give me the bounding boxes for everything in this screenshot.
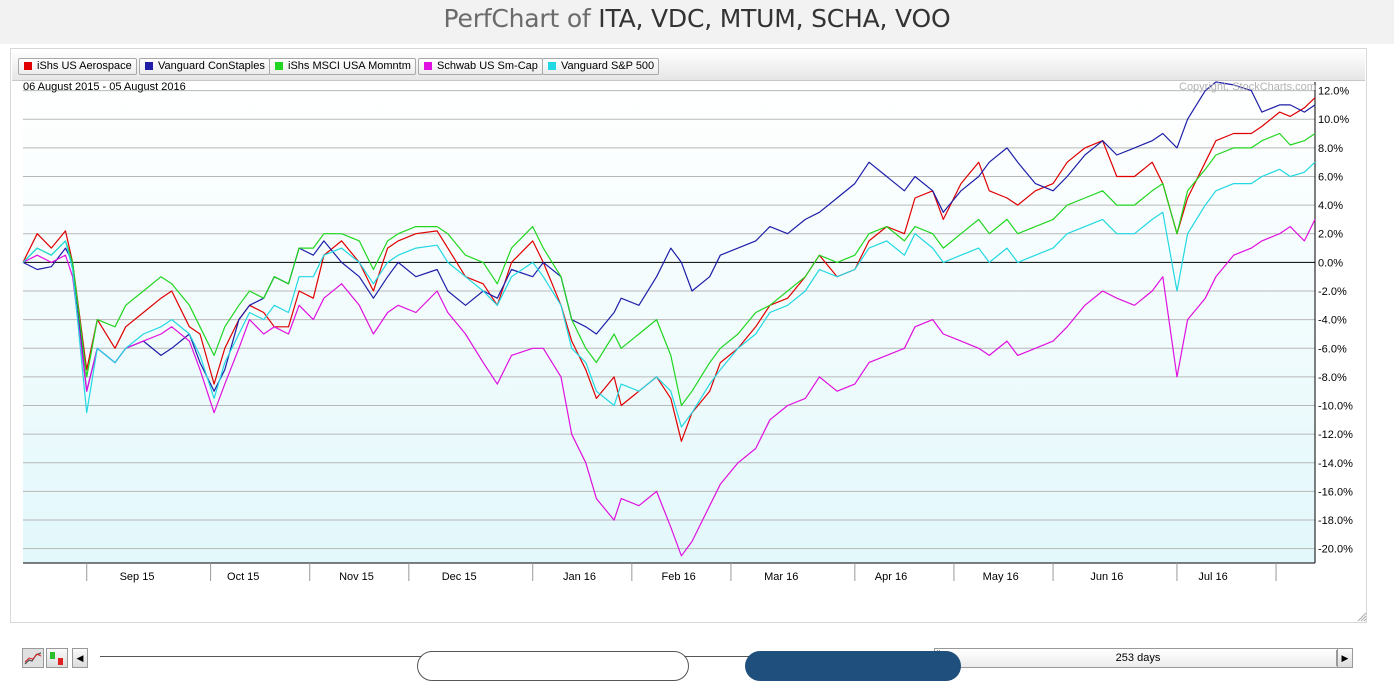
x-tick-label: Feb 16	[661, 571, 695, 583]
legend-item-scha[interactable]: Schwab US Sm-Cap	[418, 58, 543, 75]
series-line-4	[22, 219, 1316, 557]
series-line-5	[22, 161, 1316, 428]
y-tick-label: -8.0%	[1318, 372, 1347, 384]
y-tick-label: -16.0%	[1318, 486, 1353, 498]
triangle-left-icon: ◀	[76, 653, 84, 663]
y-tick-label: 12.0%	[1318, 86, 1349, 98]
title-tickers: ITA, VDC, MTUM, SCHA, VOO	[598, 4, 951, 33]
y-tick-label: -6.0%	[1318, 343, 1347, 355]
x-tick-label: Sep 15	[120, 571, 155, 583]
histogram-icon	[50, 652, 63, 665]
legend-item-voo[interactable]: Vanguard S&P 500	[542, 58, 660, 75]
legend-swatch	[24, 62, 32, 70]
x-tick-label: Oct 15	[227, 571, 259, 583]
legend-swatch	[548, 62, 556, 70]
page-title: PerfChart of ITA, VDC, MTUM, SCHA, VOO	[0, 0, 1394, 33]
y-tick-label: -18.0%	[1318, 515, 1353, 527]
legend-swatch	[275, 62, 283, 70]
triangle-right-icon: ▶	[1341, 653, 1349, 663]
y-tick-label: 0.0%	[1318, 257, 1343, 269]
histogram-toggle-button[interactable]	[46, 648, 68, 668]
legend-label: Schwab US Sm-Cap	[437, 60, 538, 72]
legend-item-vdc[interactable]: Vanguard ConStaples	[139, 58, 270, 75]
y-tick-label: 2.0%	[1318, 229, 1343, 241]
legend-swatch	[145, 62, 153, 70]
performance-chart: 12.0% 10.0% 8.0% 6.0% 4.0% 2.0% 0.0% -2.0% -4.0%…	[22, 81, 1353, 583]
date-range-slider[interactable]: 253 days	[934, 648, 1342, 668]
y-tick-label: -12.0%	[1318, 429, 1353, 441]
legend-swatch	[424, 62, 432, 70]
legend-bar: iShs US Aerospace Vanguard ConStaples iS…	[12, 50, 1365, 81]
y-tick-label: 10.0%	[1318, 114, 1349, 126]
scroll-right-button[interactable]: ▶	[1337, 648, 1353, 668]
title-prefix: PerfChart of	[443, 4, 591, 33]
x-tick-label: Jan 16	[563, 571, 596, 583]
resize-grip-icon[interactable]	[1357, 612, 1367, 622]
y-tick-label: 6.0%	[1318, 171, 1343, 183]
date-range-label: 06 August 2015 - 05 August 2016	[23, 81, 186, 93]
x-tick-label: May 16	[983, 571, 1019, 583]
line-chart-icon	[24, 652, 42, 665]
legend-item-mtum[interactable]: iShs MSCI USA Momntm	[269, 58, 416, 75]
scroll-left-button[interactable]: ◀	[72, 648, 88, 668]
secondary-action-button[interactable]	[417, 651, 689, 681]
perfchart-widget: iShs US Aerospace Vanguard ConStaples iS…	[10, 48, 1367, 668]
y-tick-label: 4.0%	[1318, 200, 1343, 212]
y-tick-label: -20.0%	[1318, 544, 1353, 556]
x-tick-label: Jul 16	[1198, 571, 1227, 583]
series-line-2	[22, 81, 1316, 392]
y-tick-label: 8.0%	[1318, 143, 1343, 155]
legend-label: Vanguard ConStaples	[158, 60, 265, 72]
y-tick-label: -2.0%	[1318, 286, 1347, 298]
x-tick-label: Mar 16	[764, 571, 798, 583]
x-tick-label: Apr 16	[875, 571, 907, 583]
y-tick-label: -10.0%	[1318, 401, 1353, 413]
page-header: PerfChart of ITA, VDC, MTUM, SCHA, VOO	[0, 0, 1394, 44]
primary-action-button[interactable]	[745, 651, 961, 681]
series-line-3	[22, 132, 1316, 407]
copyright-label: Copyright, StockCharts.com	[1179, 81, 1316, 93]
legend-label: Vanguard S&P 500	[561, 60, 655, 72]
legend-item-ita[interactable]: iShs US Aerospace	[18, 58, 137, 75]
plot-background	[23, 82, 1315, 563]
legend-label: iShs MSCI USA Momntm	[288, 60, 411, 72]
y-tick-label: -4.0%	[1318, 315, 1347, 327]
y-tick-label: -14.0%	[1318, 458, 1353, 470]
days-label: 253 days	[1115, 652, 1161, 664]
x-tick-label: Jun 16	[1090, 571, 1123, 583]
line-chart-toggle-button[interactable]	[22, 648, 44, 668]
x-tick-label: Dec 15	[442, 571, 477, 583]
x-tick-label: Nov 15	[339, 571, 374, 583]
legend-label: iShs US Aerospace	[37, 60, 132, 72]
